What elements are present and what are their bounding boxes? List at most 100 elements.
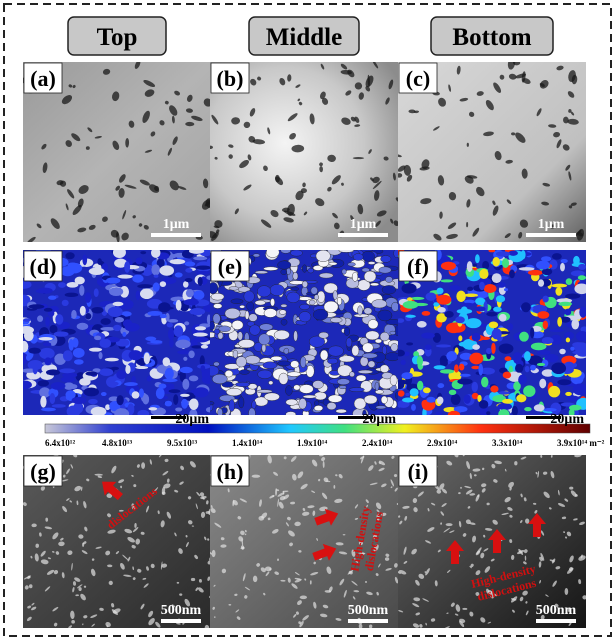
precipitate <box>78 185 89 194</box>
precipitate <box>97 475 103 479</box>
precipitate <box>550 224 556 229</box>
grain <box>495 295 506 303</box>
precipitate <box>213 225 220 229</box>
grain <box>37 287 53 294</box>
precipitate <box>326 566 332 574</box>
precipitate <box>431 502 436 506</box>
precipitate <box>327 186 332 192</box>
grain <box>137 409 150 415</box>
grain <box>125 364 131 374</box>
grain <box>72 347 85 358</box>
precipitate <box>383 156 389 161</box>
precipitate <box>44 526 53 530</box>
precipitate <box>80 486 83 491</box>
grain <box>313 405 324 412</box>
precipitate <box>87 127 93 133</box>
grain <box>158 383 167 389</box>
grain <box>504 288 509 292</box>
precipitate <box>283 494 290 500</box>
grain <box>285 398 298 406</box>
precipitate <box>475 591 480 596</box>
scale-label: 500nm <box>536 603 577 618</box>
precipitate <box>46 569 55 575</box>
precipitate <box>303 211 308 216</box>
precipitate <box>354 124 361 127</box>
precipitate <box>210 505 213 509</box>
precipitate <box>67 189 75 199</box>
grain <box>433 365 446 370</box>
precipitate <box>186 94 193 102</box>
precipitate <box>179 481 184 485</box>
precipitate <box>462 533 467 537</box>
grain <box>551 362 567 375</box>
grain <box>143 352 151 365</box>
grain <box>305 365 315 378</box>
grain <box>440 261 457 271</box>
grain <box>565 391 572 396</box>
grain <box>107 381 119 386</box>
precipitate <box>419 624 423 628</box>
precipitate <box>447 222 457 229</box>
grain <box>447 410 461 415</box>
grain <box>483 301 488 313</box>
grain <box>263 266 279 271</box>
precipitate <box>354 504 359 509</box>
precipitate <box>568 109 572 113</box>
grain <box>540 256 552 262</box>
grain <box>406 342 414 346</box>
precipitate <box>228 144 234 148</box>
precipitate <box>579 521 585 526</box>
precipitate <box>315 198 325 207</box>
precipitate <box>83 500 87 509</box>
precipitate <box>240 545 245 550</box>
precipitate <box>274 571 280 575</box>
precipitate <box>338 473 343 479</box>
precipitate <box>44 586 51 592</box>
grain <box>556 298 573 303</box>
grain <box>401 372 413 380</box>
grain <box>460 306 468 316</box>
header: Middle <box>266 24 342 51</box>
precipitate <box>112 91 120 102</box>
precipitate <box>540 614 545 620</box>
grain <box>90 406 107 415</box>
precipitate <box>307 505 315 509</box>
precipitate <box>213 616 216 618</box>
grain <box>254 300 266 306</box>
grain <box>60 266 75 277</box>
precipitate <box>132 215 136 219</box>
precipitate <box>568 205 573 209</box>
precipitate <box>515 132 526 143</box>
grain <box>113 324 122 332</box>
precipitate <box>570 202 577 206</box>
grain <box>393 250 398 258</box>
scale-bar <box>151 416 186 419</box>
precipitate <box>468 111 475 118</box>
precipitate <box>538 561 542 568</box>
precipitate <box>83 615 88 619</box>
grain <box>417 380 424 391</box>
grain <box>379 331 390 342</box>
precipitate <box>412 603 420 608</box>
precipitate <box>352 596 356 600</box>
precipitate <box>187 496 192 500</box>
precipitate <box>172 136 178 145</box>
grain <box>292 272 299 281</box>
precipitate <box>73 455 78 458</box>
precipitate <box>204 536 207 541</box>
panel-label: (e) <box>218 254 242 279</box>
grain <box>195 270 211 275</box>
precipitate <box>381 483 387 488</box>
precipitate <box>472 227 480 237</box>
grain <box>486 311 498 317</box>
grain <box>73 401 84 414</box>
precipitate <box>283 210 296 216</box>
precipitate <box>574 455 582 458</box>
grain <box>158 302 171 313</box>
precipitate <box>304 578 307 581</box>
grain <box>206 275 211 281</box>
precipitate <box>134 523 137 528</box>
precipitate <box>508 73 517 80</box>
precipitate <box>158 455 163 458</box>
grain <box>336 297 342 306</box>
